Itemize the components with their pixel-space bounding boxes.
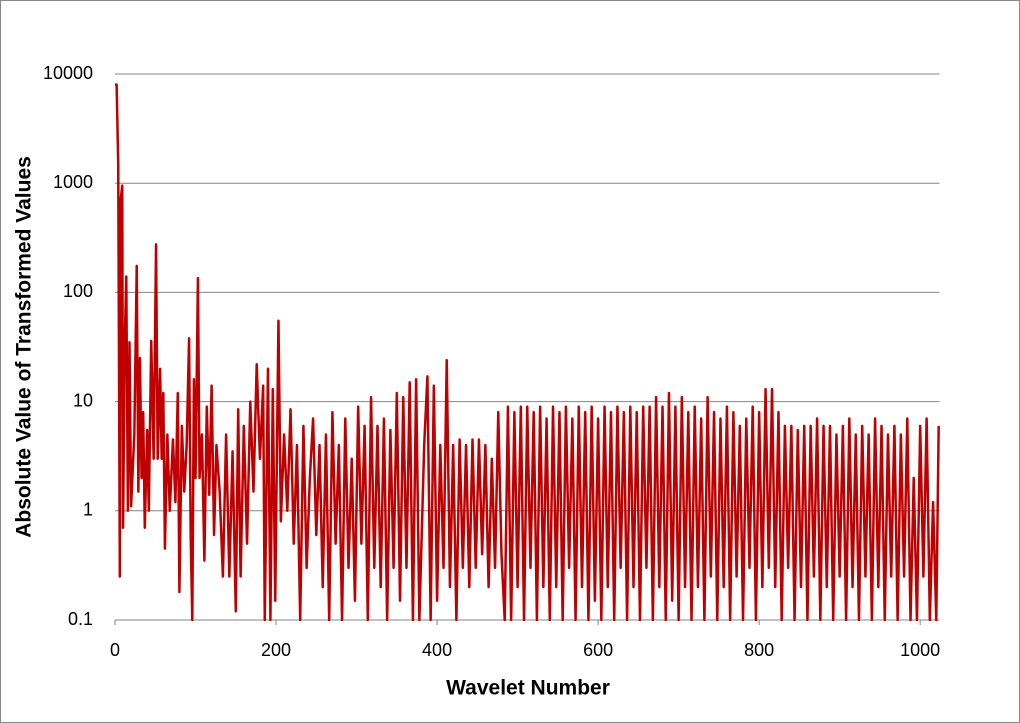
x-axis-title: Wavelet Number: [446, 677, 610, 700]
x-tick-label: 200: [261, 640, 291, 660]
x-tick-label: 600: [583, 640, 613, 660]
x-tick-label: 400: [422, 640, 452, 660]
y-tick-label: 100: [63, 281, 93, 301]
y-tick-label: 0.1: [68, 609, 93, 629]
data-line: [115, 83, 940, 622]
y-axis-title: Absolute Value of Transformed Values: [13, 156, 36, 538]
x-tick-label: 0: [110, 640, 120, 660]
x-tick-label: 800: [744, 640, 774, 660]
y-tick-label: 10000: [43, 63, 93, 83]
y-tick-label: 10: [73, 390, 93, 410]
y-tick-label: 1: [83, 500, 93, 520]
x-tick-label: 1000: [900, 640, 940, 660]
y-tick-label: 1000: [53, 172, 93, 192]
